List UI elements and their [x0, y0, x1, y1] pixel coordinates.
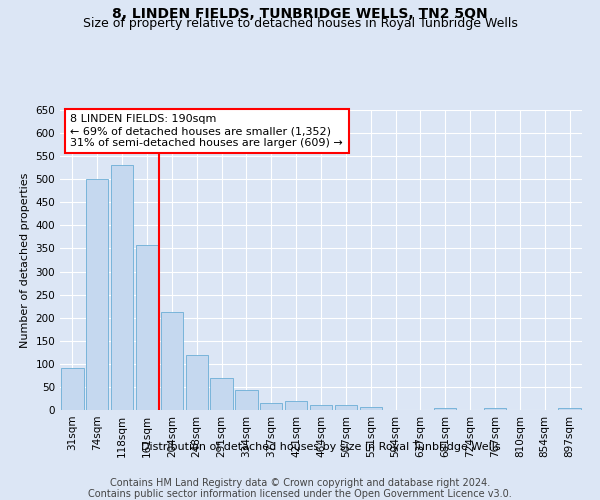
Bar [359, 407, 382, 410]
Y-axis label: Number of detached properties: Number of detached properties [20, 172, 30, 348]
Bar [86, 179, 109, 410]
Bar [61, 368, 83, 410]
Bar [111, 166, 133, 410]
Text: 8 LINDEN FIELDS: 190sqm
← 69% of detached houses are smaller (1,352)
31% of semi: 8 LINDEN FIELDS: 190sqm ← 69% of detache… [70, 114, 343, 148]
Text: Size of property relative to detached houses in Royal Tunbridge Wells: Size of property relative to detached ho… [83, 18, 517, 30]
Bar [434, 408, 457, 410]
Bar [335, 406, 357, 410]
Text: 8, LINDEN FIELDS, TUNBRIDGE WELLS, TN2 5QN: 8, LINDEN FIELDS, TUNBRIDGE WELLS, TN2 5… [112, 8, 488, 22]
Bar [136, 245, 158, 410]
Text: Distribution of detached houses by size in Royal Tunbridge Wells: Distribution of detached houses by size … [141, 442, 501, 452]
Text: Contains HM Land Registry data © Crown copyright and database right 2024.: Contains HM Land Registry data © Crown c… [110, 478, 490, 488]
Bar [235, 390, 257, 410]
Bar [211, 378, 233, 410]
Bar [310, 406, 332, 410]
Bar [559, 408, 581, 410]
Bar [260, 403, 283, 410]
Bar [161, 312, 183, 410]
Bar [285, 401, 307, 410]
Bar [185, 354, 208, 410]
Bar [484, 408, 506, 410]
Text: Contains public sector information licensed under the Open Government Licence v3: Contains public sector information licen… [88, 489, 512, 499]
